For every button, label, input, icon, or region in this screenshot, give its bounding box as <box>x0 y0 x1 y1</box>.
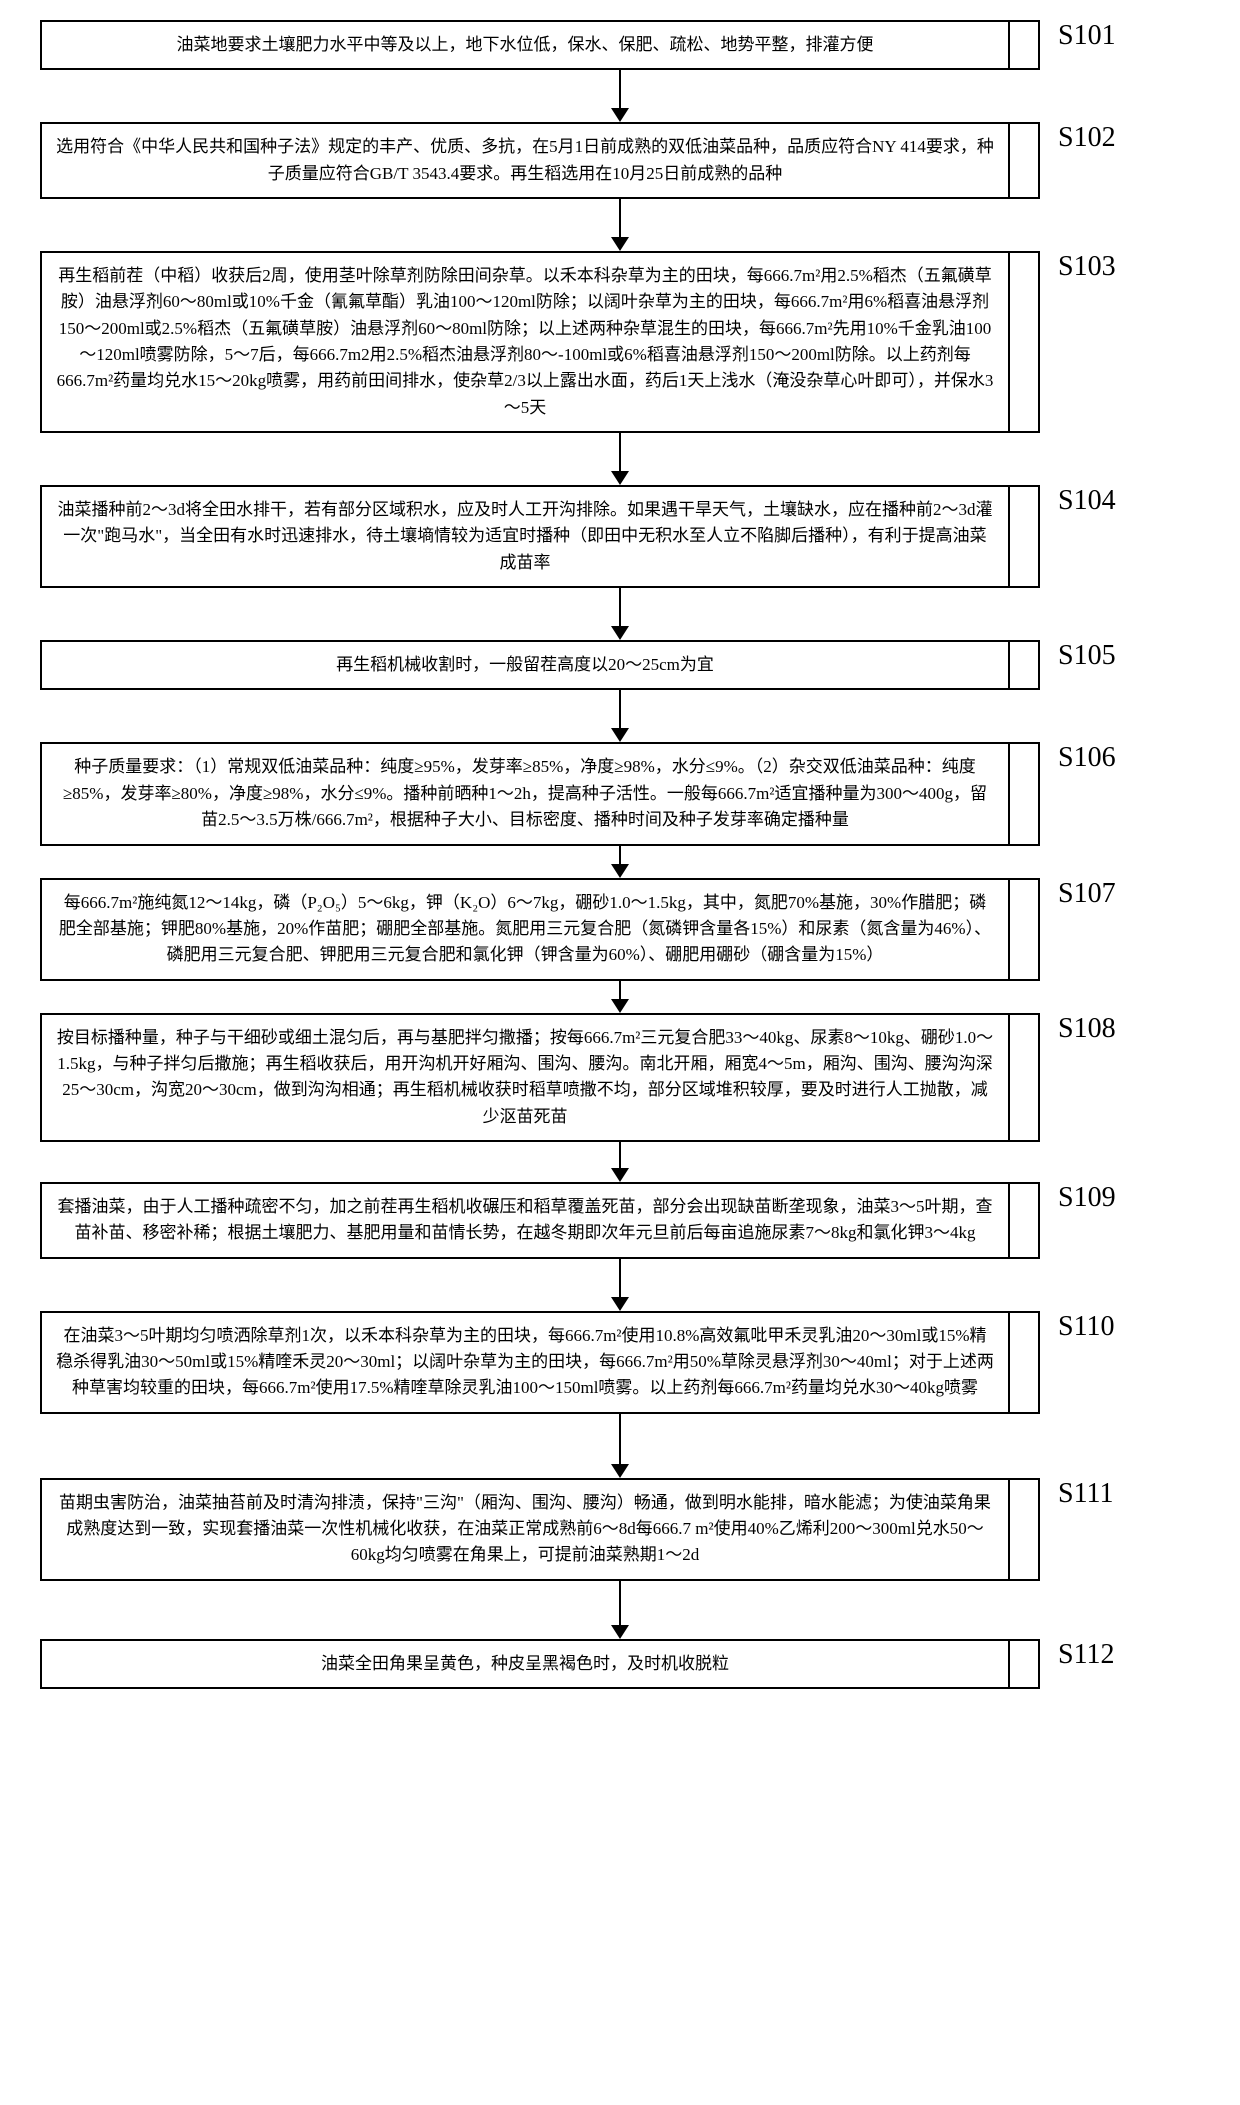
arrow-head-icon <box>611 1625 629 1639</box>
flow-step-row: 每666.7m²施纯氮12～14kg，磷（P₂O₅）5～6kg，钾（K₂O）6～… <box>40 878 1200 981</box>
step-bracket <box>1010 251 1046 433</box>
arrow-head-icon <box>611 237 629 251</box>
arrow-line <box>619 690 621 728</box>
flow-step-row: 再生稻前茬（中稻）收获后2周，使用茎叶除草剂防除田间杂草。以禾本科杂草为主的田块… <box>40 251 1200 433</box>
flow-arrow <box>135 588 1105 640</box>
arrow-line <box>619 70 621 108</box>
step-label: S101 <box>1058 20 1116 52</box>
flow-arrow <box>135 199 1105 251</box>
arrow-head-icon <box>611 1464 629 1478</box>
flow-arrow <box>135 1414 1105 1478</box>
step-bracket <box>1010 878 1046 981</box>
step-bracket <box>1010 20 1046 70</box>
step-label: S107 <box>1058 878 1116 910</box>
flow-arrow <box>135 433 1105 485</box>
flow-arrow <box>135 1259 1105 1311</box>
flow-arrow <box>135 981 1105 1013</box>
step-bracket <box>1010 640 1046 690</box>
step-label: S108 <box>1058 1013 1116 1045</box>
flow-step-row: 种子质量要求：（1）常规双低油菜品种：纯度≥95%，发芽率≥85%，净度≥98%… <box>40 742 1200 845</box>
flow-step-box: 油菜地要求土壤肥力水平中等及以上，地下水位低，保水、保肥、疏松、地势平整，排灌方… <box>40 20 1010 70</box>
step-bracket <box>1010 1013 1046 1142</box>
step-bracket <box>1010 1639 1046 1689</box>
flow-step-row: 再生稻机械收割时，一般留茬高度以20～25cm为宜 S105 <box>40 640 1200 690</box>
step-label: S104 <box>1058 485 1116 517</box>
arrow-head-icon <box>611 1297 629 1311</box>
flow-step-row: 苗期虫害防治，油菜抽苔前及时清沟排渍，保持"三沟"（厢沟、围沟、腰沟）畅通，做到… <box>40 1478 1200 1581</box>
arrow-head-icon <box>611 471 629 485</box>
arrow-line <box>619 588 621 626</box>
flow-step-box: 再生稻前茬（中稻）收获后2周，使用茎叶除草剂防除田间杂草。以禾本科杂草为主的田块… <box>40 251 1010 433</box>
flow-arrow <box>135 1581 1105 1639</box>
flow-arrow <box>135 1142 1105 1182</box>
flow-step-box: 再生稻机械收割时，一般留茬高度以20～25cm为宜 <box>40 640 1010 690</box>
flow-step-box: 每666.7m²施纯氮12～14kg，磷（P₂O₅）5～6kg，钾（K₂O）6～… <box>40 878 1010 981</box>
step-label: S111 <box>1058 1478 1114 1510</box>
flow-step-row: 油菜播种前2～3d将全田水排干，若有部分区域积水，应及时人工开沟排除。如果遇干旱… <box>40 485 1200 588</box>
flow-step-row: 在油菜3～5叶期均匀喷洒除草剂1次，以禾本科杂草为主的田块，每666.7m²使用… <box>40 1311 1200 1414</box>
flow-step-row: 油菜全田角果呈黄色，种皮呈黑褐色时，及时机收脱粒 S112 <box>40 1639 1200 1689</box>
step-label: S109 <box>1058 1182 1116 1214</box>
flow-step-box: 油菜播种前2～3d将全田水排干，若有部分区域积水，应及时人工开沟排除。如果遇干旱… <box>40 485 1010 588</box>
step-bracket <box>1010 1311 1046 1414</box>
arrow-line <box>619 1259 621 1297</box>
flow-step-row: 油菜地要求土壤肥力水平中等及以上，地下水位低，保水、保肥、疏松、地势平整，排灌方… <box>40 20 1200 70</box>
flow-arrow <box>135 70 1105 122</box>
step-bracket <box>1010 485 1046 588</box>
flow-step-row: 选用符合《中华人民共和国种子法》规定的丰产、优质、多抗，在5月1日前成熟的双低油… <box>40 122 1200 199</box>
flow-step-box: 种子质量要求：（1）常规双低油菜品种：纯度≥95%，发芽率≥85%，净度≥98%… <box>40 742 1010 845</box>
step-label: S103 <box>1058 251 1116 283</box>
step-label: S106 <box>1058 742 1116 774</box>
flow-arrow <box>135 690 1105 742</box>
arrow-head-icon <box>611 728 629 742</box>
step-bracket <box>1010 1478 1046 1581</box>
step-bracket <box>1010 1182 1046 1259</box>
flow-arrow <box>135 846 1105 878</box>
arrow-line <box>619 1581 621 1625</box>
flow-step-box: 选用符合《中华人民共和国种子法》规定的丰产、优质、多抗，在5月1日前成熟的双低油… <box>40 122 1010 199</box>
arrow-head-icon <box>611 108 629 122</box>
arrow-line <box>619 1414 621 1464</box>
arrow-head-icon <box>611 999 629 1013</box>
step-label: S105 <box>1058 640 1116 672</box>
flow-step-box: 在油菜3～5叶期均匀喷洒除草剂1次，以禾本科杂草为主的田块，每666.7m²使用… <box>40 1311 1010 1414</box>
flow-step-row: 套播油菜，由于人工播种疏密不匀，加之前茬再生稻机收碾压和稻草覆盖死苗，部分会出现… <box>40 1182 1200 1259</box>
flow-step-box: 套播油菜，由于人工播种疏密不匀，加之前茬再生稻机收碾压和稻草覆盖死苗，部分会出现… <box>40 1182 1010 1259</box>
flowchart-container: 油菜地要求土壤肥力水平中等及以上，地下水位低，保水、保肥、疏松、地势平整，排灌方… <box>40 20 1200 1689</box>
arrow-line <box>619 981 621 999</box>
arrow-line <box>619 846 621 864</box>
arrow-head-icon <box>611 1168 629 1182</box>
arrow-line <box>619 1142 621 1168</box>
step-label: S110 <box>1058 1311 1115 1343</box>
arrow-line <box>619 199 621 237</box>
flow-step-row: 按目标播种量，种子与干细砂或细土混匀后，再与基肥拌匀撒播；按每666.7m²三元… <box>40 1013 1200 1142</box>
flow-step-box: 油菜全田角果呈黄色，种皮呈黑褐色时，及时机收脱粒 <box>40 1639 1010 1689</box>
arrow-head-icon <box>611 626 629 640</box>
flow-step-box: 按目标播种量，种子与干细砂或细土混匀后，再与基肥拌匀撒播；按每666.7m²三元… <box>40 1013 1010 1142</box>
arrow-head-icon <box>611 864 629 878</box>
arrow-line <box>619 433 621 471</box>
step-bracket <box>1010 122 1046 199</box>
step-label: S102 <box>1058 122 1116 154</box>
flow-step-box: 苗期虫害防治，油菜抽苔前及时清沟排渍，保持"三沟"（厢沟、围沟、腰沟）畅通，做到… <box>40 1478 1010 1581</box>
step-bracket <box>1010 742 1046 845</box>
step-label: S112 <box>1058 1639 1115 1671</box>
